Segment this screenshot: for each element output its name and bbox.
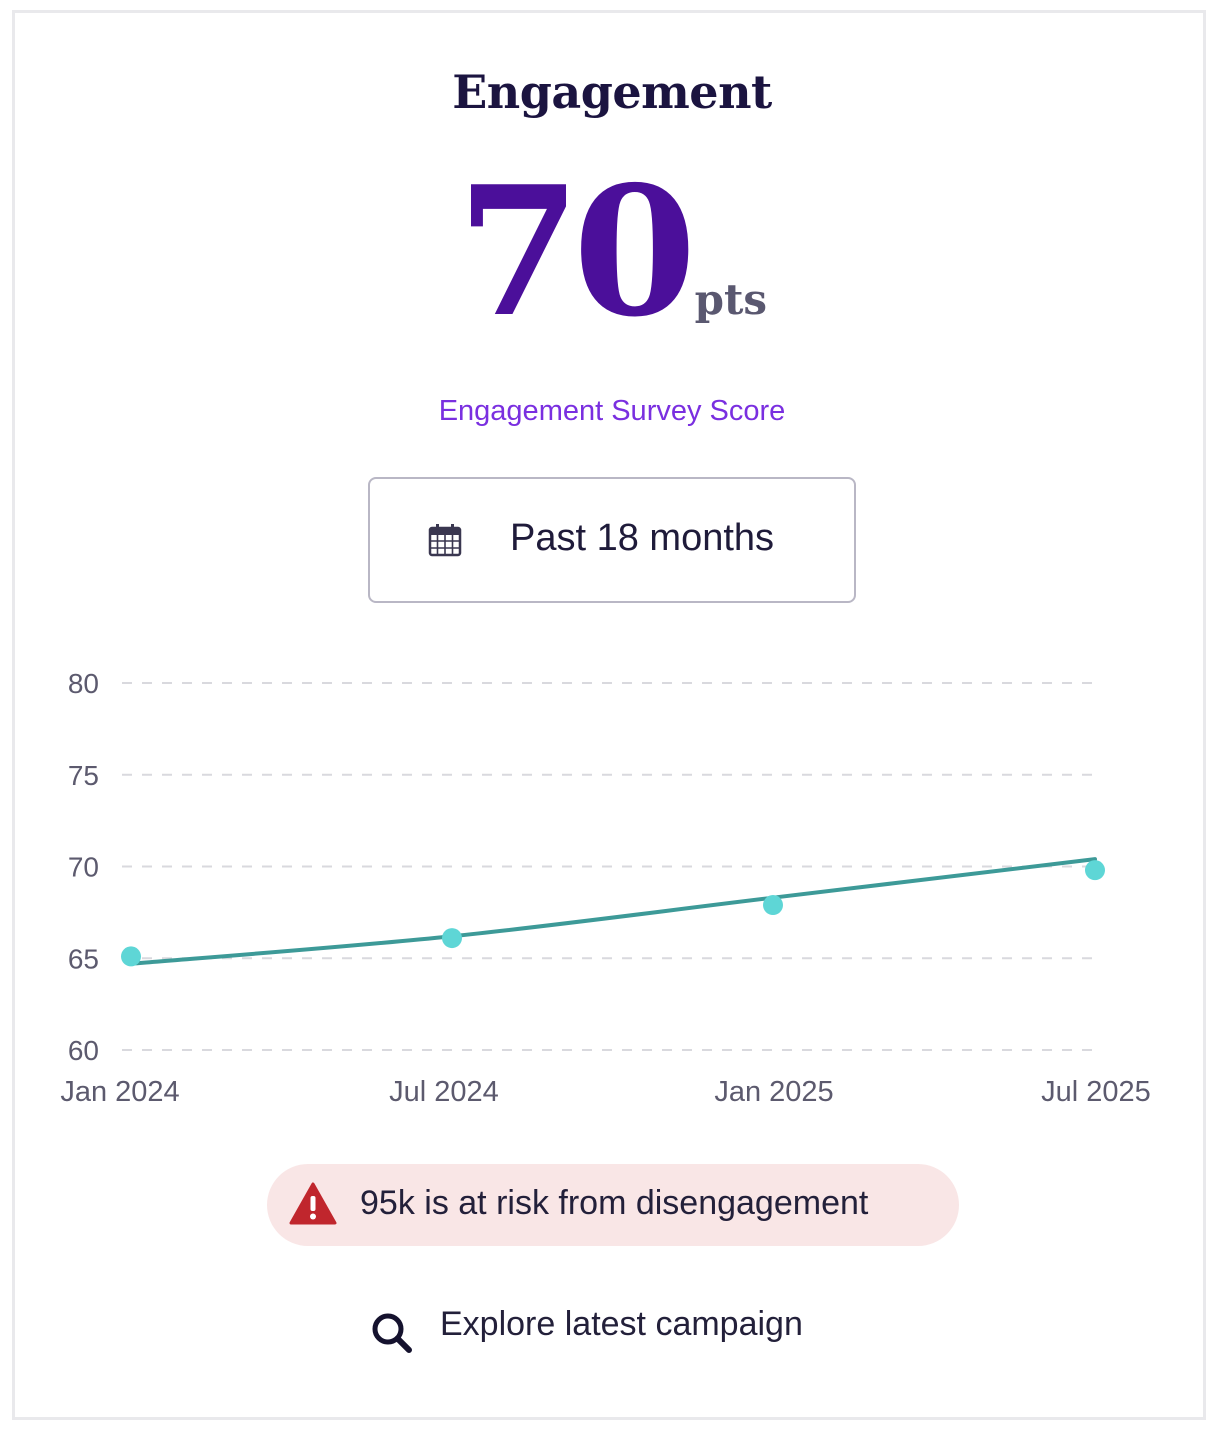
x-tick-label: Jan 2025: [714, 1076, 833, 1108]
y-tick-label: 80: [68, 668, 99, 699]
series-line: [129, 857, 1097, 966]
search-icon: [370, 1311, 414, 1360]
x-tick-label: Jul 2025: [1041, 1076, 1151, 1108]
warning-icon: [289, 1182, 337, 1231]
risk-alert: 95k is at risk from disengagement: [267, 1164, 959, 1246]
risk-alert-text: 95k is at risk from disengagement: [360, 1184, 869, 1222]
engagement-card: Engagement 70 pts Engagement Survey Score…: [12, 10, 1206, 1420]
date-range-button[interactable]: Past 18 months: [368, 477, 856, 603]
date-range-label: Past 18 months: [510, 517, 775, 559]
score-subtitle: Engagement Survey Score: [438, 395, 786, 427]
y-tick-label: 75: [68, 760, 99, 791]
calendar-icon: [428, 523, 462, 562]
data-point[interactable]: [442, 928, 462, 949]
x-tick-label: Jul 2024: [389, 1076, 499, 1108]
score-value: 70: [456, 147, 697, 356]
score-display: 70 pts: [15, 163, 1209, 341]
x-tick-label: Jan 2024: [60, 1076, 179, 1108]
explore-campaign-label: Explore latest campaign: [440, 1305, 803, 1343]
y-tick-label: 70: [68, 852, 99, 883]
card-title: Engagement: [452, 65, 772, 119]
y-tick-label: 65: [68, 943, 99, 974]
data-point[interactable]: [763, 895, 783, 916]
y-tick-label: 60: [68, 1035, 99, 1066]
data-point[interactable]: [1085, 860, 1105, 881]
score-unit: pts: [694, 275, 768, 324]
data-point[interactable]: [121, 946, 141, 967]
